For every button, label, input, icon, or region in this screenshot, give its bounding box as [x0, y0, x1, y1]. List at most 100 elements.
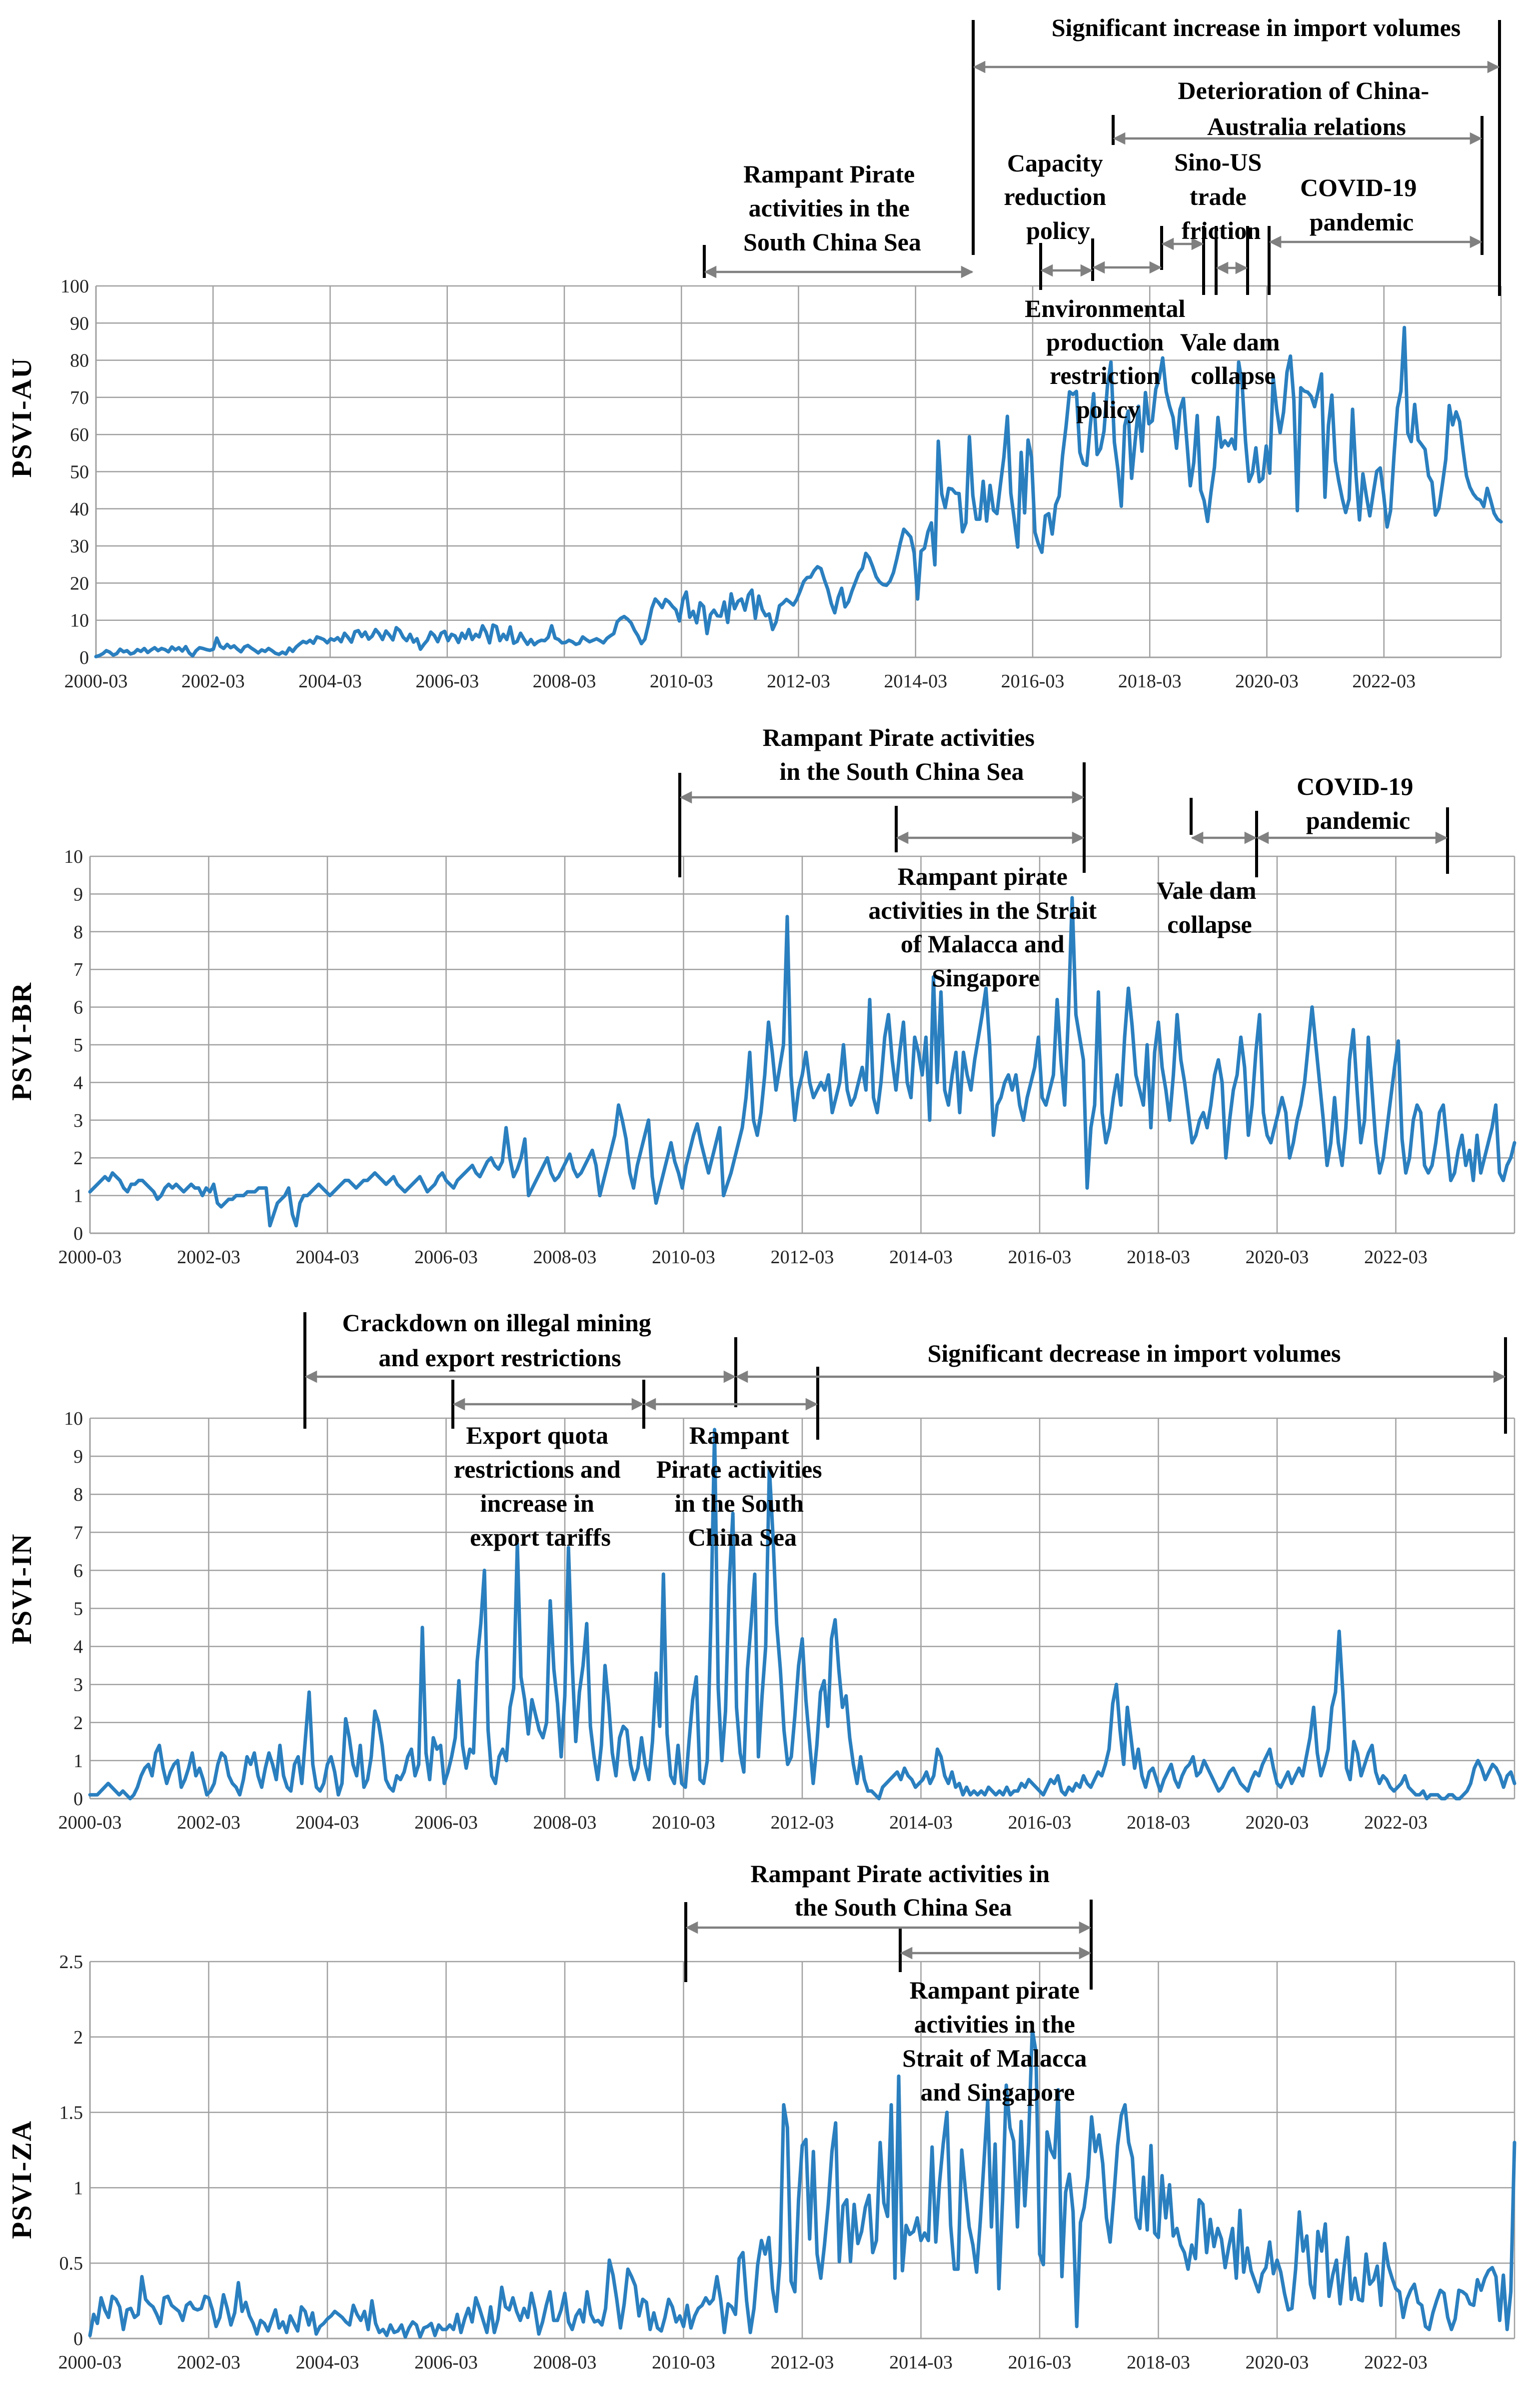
x-tick-label: 2006-03 [415, 671, 479, 692]
x-tick-label: 2018-03 [1127, 1247, 1190, 1268]
x-tick-label: 2002-03 [177, 2352, 240, 2373]
annotation-text: Rampant Pirate activities in the South C… [763, 723, 1041, 785]
x-tick-label: 2004-03 [298, 671, 362, 692]
y-tick-label: 4 [73, 1072, 83, 1093]
y-tick-label: 20 [70, 573, 89, 594]
annotation-text: Capacity reduction policy [1004, 149, 1112, 244]
x-tick-label: 2022-03 [1364, 2352, 1428, 2373]
x-tick-label: 2018-03 [1127, 1812, 1190, 1833]
annotation-text: Export quota restrictions and increase i… [454, 1421, 627, 1551]
x-tick-label: 2016-03 [1008, 2352, 1072, 2373]
annotation-text: Rampant pirate activities in the Strait … [868, 862, 1103, 992]
x-tick-label: 2018-03 [1118, 671, 1182, 692]
annotations: Significant increase in import volumes D… [703, 13, 1501, 423]
x-tick-label: 2000-03 [64, 671, 128, 692]
x-tick-label: 2008-03 [533, 2352, 597, 2373]
annotation-text: Crackdown on illegal mining and export r… [342, 1309, 658, 1372]
annotation-text: Significant decrease in import volumes [928, 1339, 1341, 1367]
y-tick-label: 8 [73, 922, 83, 943]
y-tick-label: 1 [73, 2178, 83, 2199]
y-tick-label: 6 [73, 997, 83, 1018]
x-tick-label: 2000-03 [58, 1812, 122, 1833]
y-tick-label: 9 [73, 884, 83, 905]
x-tick-label: 2014-03 [889, 2352, 953, 2373]
y-tick-label: 40 [70, 499, 89, 520]
y-tick-label: 3 [73, 1675, 83, 1696]
chart-psvi-in: PSVI-IN 0 1 2 3 4 5 6 7 8 9 10 2000-03 2002-03 2004-… [6, 1309, 1517, 1833]
x-tick-label: 2022-03 [1352, 671, 1416, 692]
annotations: Crackdown on illegal mining and export r… [303, 1309, 1507, 1551]
y-tick-label: 2 [73, 2027, 83, 2048]
y-tick-label: 1 [73, 1186, 83, 1207]
annotation-text: Sino-US trade friction [1174, 148, 1268, 244]
annotation-text: COVID-19 pandemic [1300, 173, 1423, 236]
x-tick-label: 2006-03 [414, 1247, 478, 1268]
y-tick-label: 10 [64, 1408, 83, 1429]
annotation-text: Deterioration of China- Australia relati… [1178, 76, 1435, 140]
x-tick-label: 2016-03 [1001, 671, 1065, 692]
annotation-text: Vale dam collapse [1180, 328, 1286, 389]
y-tick-label: 60 [70, 424, 89, 445]
annotations: Rampant Pirate activities in the South C… [678, 723, 1449, 992]
x-tick-label: 2020-03 [1246, 2352, 1309, 2373]
x-tick-label: 2010-03 [652, 1812, 715, 1833]
y-tick-label: 2.5 [59, 1952, 83, 1973]
x-tick-label: 2012-03 [767, 671, 830, 692]
x-tick-label: 2020-03 [1235, 671, 1299, 692]
x-tick-label: 2000-03 [58, 1247, 122, 1268]
x-tick-label: 2002-03 [177, 1812, 240, 1833]
y-tick-label: 50 [70, 462, 89, 483]
y-tick-label: 0 [73, 1223, 83, 1244]
x-tick-label: 2008-03 [533, 1247, 597, 1268]
annotation-text: Significant increase in import volumes [1052, 13, 1461, 41]
x-tick-label: 2002-03 [181, 671, 245, 692]
y-tick-label: 10 [70, 610, 89, 631]
x-tick-label: 2004-03 [296, 2352, 359, 2373]
series-line-psvi-in [88, 1428, 1517, 1801]
x-tick-label: 2018-03 [1127, 2352, 1190, 2373]
x-tick-label: 2022-03 [1364, 1812, 1428, 1833]
y-axis-label: PSVI-IN [6, 1533, 37, 1644]
y-tick-label: 0 [73, 2329, 83, 2350]
x-tick-label: 2000-03 [58, 2352, 122, 2373]
y-tick-label: 5 [73, 1599, 83, 1620]
y-tick-label: 10 [64, 846, 83, 867]
y-tick-label: 9 [73, 1446, 83, 1467]
annotation-text: Environmental production restriction pol… [1025, 294, 1192, 423]
y-tick-label: 30 [70, 536, 89, 557]
y-tick-label: 3 [73, 1110, 83, 1131]
chart-psvi-au: PSVI-AU 0 10 20 30 40 50 60 70 80 90 100 2000-03 20… [6, 13, 1503, 692]
y-tick-label: 8 [73, 1484, 83, 1505]
x-tick-label: 2014-03 [884, 671, 947, 692]
y-axis-label: PSVI-AU [6, 357, 37, 477]
y-tick-label: 1.5 [59, 2103, 83, 2124]
chart-psvi-za: PSVI-ZA 0 0.5 1 1.5 2 2.5 2000-03 2002-03 2004-… [6, 1860, 1517, 2373]
x-tick-label: 2010-03 [652, 1247, 715, 1268]
y-tick-label: 7 [73, 1522, 83, 1543]
x-tick-label: 2012-03 [771, 1812, 834, 1833]
x-tick-label: 2008-03 [533, 1812, 597, 1833]
y-tick-label: 2 [73, 1148, 83, 1169]
y-tick-label: 90 [70, 313, 89, 334]
y-axis-label: PSVI-BR [6, 982, 37, 1101]
y-tick-label: 80 [70, 350, 89, 371]
y-tick-label: 6 [73, 1560, 83, 1581]
annotation-text: COVID-19 pandemic [1297, 772, 1420, 834]
y-tick-label: 4 [73, 1637, 83, 1658]
annotation-text: Rampant pirate activities in the Strait … [902, 1976, 1093, 2106]
chart-psvi-br: PSVI-BR 0 1 2 3 4 5 6 7 8 9 10 2000-03 2002-03 2004-… [6, 723, 1517, 1268]
y-tick-label: 100 [60, 276, 89, 297]
x-tick-label: 2016-03 [1008, 1247, 1072, 1268]
x-tick-label: 2010-03 [652, 2352, 715, 2373]
y-tick-label: 2 [73, 1713, 83, 1734]
x-tick-label: 2014-03 [889, 1247, 953, 1268]
x-tick-label: 2004-03 [296, 1247, 359, 1268]
annotation-text: Rampant Pirate activities in the South C… [743, 160, 921, 256]
annotation-text: Rampant Pirate activities in the South C… [656, 1421, 828, 1551]
x-tick-label: 2020-03 [1246, 1812, 1309, 1833]
y-tick-label: 7 [73, 959, 83, 980]
y-tick-label: 0 [73, 1789, 83, 1810]
annotation-text: Vale dam collapse [1157, 876, 1263, 938]
x-tick-label: 2012-03 [771, 1247, 834, 1268]
x-tick-label: 2002-03 [177, 1247, 240, 1268]
